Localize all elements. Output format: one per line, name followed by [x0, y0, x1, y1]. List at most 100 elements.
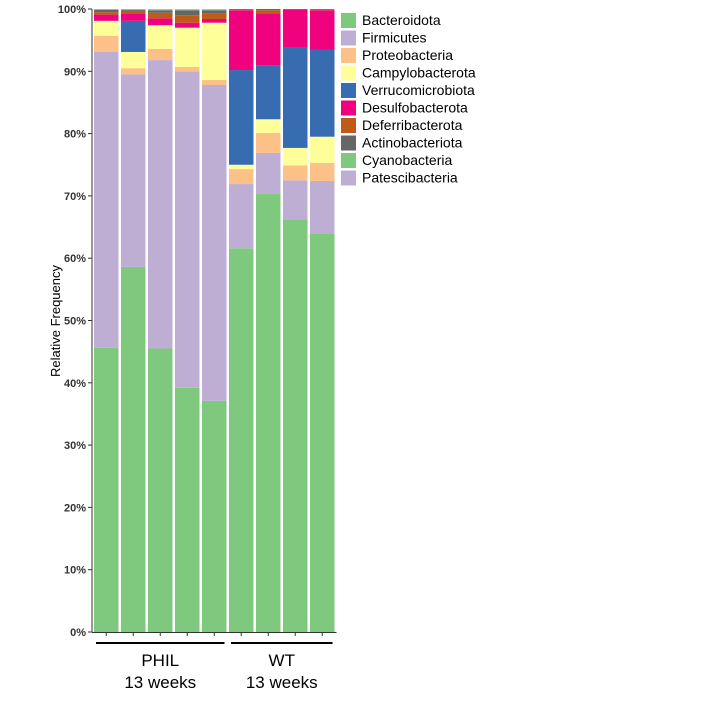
bar-segment — [94, 51, 119, 348]
group-label-name: WT — [269, 651, 295, 670]
bar-segment — [121, 20, 146, 52]
bar-segment — [283, 9, 308, 10]
bar-segment — [256, 13, 281, 66]
bar-stack — [202, 9, 227, 632]
legend-swatch — [341, 83, 356, 98]
legend-label: Firmicutes — [362, 30, 427, 46]
bar-segment — [148, 12, 173, 19]
bar-segment — [94, 20, 119, 36]
y-tick-label: 20% — [64, 502, 86, 514]
y-axis-label: Relative Frequency — [48, 265, 63, 377]
legend-label: Actinobacteriota — [362, 135, 463, 151]
bar-segment — [229, 70, 254, 165]
bar-segment — [256, 152, 281, 195]
bar-segment — [310, 10, 335, 50]
bar-segment — [175, 387, 200, 632]
legend-item: Patescibacteria — [341, 170, 458, 186]
legend-item: Campylobacterota — [341, 65, 476, 81]
bar-segment — [175, 9, 200, 10]
bar-segment — [202, 10, 227, 14]
bar-stack — [256, 9, 281, 632]
legend-swatch — [341, 153, 356, 168]
bar-segment — [229, 164, 254, 170]
bar-segment — [121, 74, 146, 267]
bar-segment — [310, 9, 335, 10]
bar-segment — [175, 71, 200, 388]
bar-segment — [229, 184, 254, 249]
bar-stack — [175, 9, 200, 632]
bar-segment — [148, 9, 173, 11]
bar-segment — [175, 22, 200, 28]
bar-segment — [148, 48, 173, 61]
bar-segment — [310, 162, 335, 181]
bar-segment — [229, 9, 254, 11]
bar-segment — [175, 10, 200, 16]
bar-segment — [175, 15, 200, 23]
legend-item: Desulfobacterota — [341, 100, 468, 116]
legend-swatch — [341, 48, 356, 63]
y-tick-label: 0% — [70, 627, 86, 639]
legend-item: Verrucomicrobiota — [341, 82, 475, 98]
legend-label: Deferribacterota — [362, 117, 463, 133]
legend-swatch — [341, 118, 356, 133]
legend-swatch — [341, 100, 356, 116]
bar-segment — [283, 47, 308, 148]
bar-segment — [229, 169, 254, 185]
legend-label: Proteobacteria — [362, 47, 453, 63]
legend-label: Campylobacterota — [362, 65, 476, 81]
legend-label: Cyanobacteria — [362, 152, 452, 168]
bar-segment — [256, 119, 281, 133]
bar-segment — [121, 13, 146, 21]
bar-stack — [229, 9, 254, 632]
bar-segment — [256, 9, 281, 11]
bar-segment — [202, 13, 227, 19]
bar-segment — [202, 400, 227, 632]
bar-segment — [148, 9, 173, 10]
bar-segment — [256, 194, 281, 632]
bar-segment — [283, 147, 308, 166]
bar-stack — [148, 9, 173, 632]
legend-item: Deferribacterota — [341, 117, 463, 133]
y-tick-label: 50% — [64, 316, 86, 328]
bar-stack — [310, 9, 335, 632]
bar-segment — [202, 80, 227, 86]
bar-segment — [283, 9, 308, 48]
y-axis: 0% 10% 20% 30% 40% 50% 60% 70% 80% 90% 100% — [58, 4, 93, 639]
bar-segment — [121, 68, 146, 75]
bar-segment — [94, 12, 119, 15]
group-label-duration: 13 weeks — [246, 673, 318, 692]
legend-item: Bacteroidota — [341, 12, 441, 28]
group-label-name: PHIL — [141, 651, 179, 670]
bar-segment — [283, 180, 308, 220]
bar-stack — [121, 9, 146, 632]
bar-segment — [256, 132, 281, 153]
group-labels: PHIL 13 weeks WT 13 weeks — [96, 642, 333, 692]
bar-segment — [229, 10, 254, 71]
legend-item: Actinobacteriota — [341, 135, 463, 151]
bar-segment — [310, 180, 335, 234]
legend-swatch — [341, 170, 356, 186]
bar-segment — [148, 10, 173, 13]
bar-segment — [121, 9, 146, 11]
bar-segment — [94, 9, 119, 13]
bar-segment — [229, 9, 254, 10]
legend-swatch — [341, 30, 356, 46]
bar-segment — [283, 219, 308, 632]
bar-segment — [121, 266, 146, 632]
bar-segment — [229, 248, 254, 632]
bar-segment — [121, 51, 146, 69]
group-label-duration: 13 weeks — [124, 673, 196, 692]
bar-segment — [94, 347, 119, 632]
bar-segment — [175, 66, 200, 72]
bar-stacks — [92, 9, 337, 636]
bar-segment — [175, 9, 200, 11]
legend-swatch — [341, 13, 356, 28]
bar-segment — [94, 14, 119, 21]
bar-segment — [310, 136, 335, 163]
legend-swatch — [341, 65, 356, 81]
legend-label: Bacteroidota — [362, 12, 441, 28]
bar-segment — [175, 27, 200, 67]
legend-label: Patescibacteria — [362, 170, 458, 186]
bar-segment — [310, 9, 335, 11]
